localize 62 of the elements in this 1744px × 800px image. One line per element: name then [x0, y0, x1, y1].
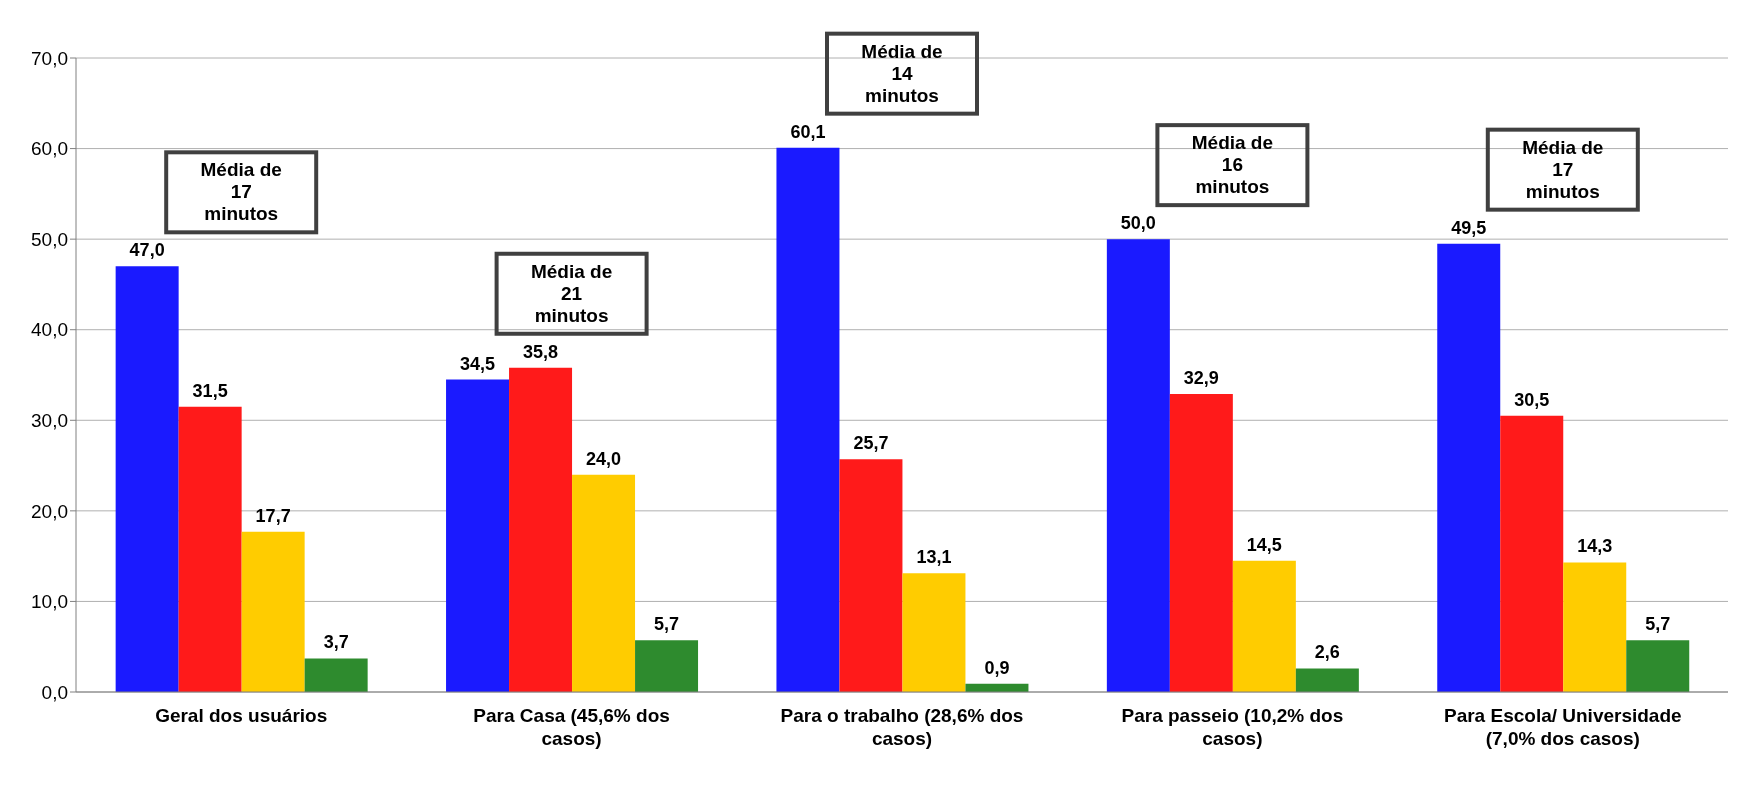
bar	[1169, 394, 1233, 692]
y-tick-label: 40,0	[31, 319, 68, 341]
text-box: Média de 17 minutos	[1485, 127, 1640, 212]
data-label: 50,0	[1120, 213, 1156, 234]
text-box: Média de 16 minutos	[1155, 123, 1310, 208]
y-tick-label: 10,0	[31, 591, 68, 613]
data-label: 31,5	[192, 380, 228, 401]
data-label: 32,9	[1183, 368, 1219, 389]
data-label: 5,7	[654, 614, 680, 635]
annotation: Média de 14 minutos	[861, 40, 943, 106]
text-box: Média de 21 minutos	[494, 251, 649, 336]
data-label: 14,3	[1577, 536, 1613, 557]
data-label: 3,7	[323, 632, 349, 653]
annotation: Média de 21 minutos	[530, 260, 613, 326]
bar	[1232, 560, 1296, 692]
data-label: 14,5	[1246, 534, 1282, 555]
bar	[241, 531, 305, 692]
bar	[178, 406, 242, 692]
bar	[839, 459, 903, 692]
text-box: Média de 17 minutos	[164, 150, 319, 235]
bar	[572, 474, 636, 692]
annotation: Média de 16 minutos	[1191, 132, 1274, 198]
bar	[635, 640, 699, 692]
y-tick-label: 70,0	[31, 47, 68, 69]
x-tick-label: Geral dos usuários	[155, 705, 328, 726]
data-label: 17,7	[255, 505, 291, 526]
bar	[776, 147, 840, 692]
bar	[1500, 415, 1564, 692]
y-tick-label: 60,0	[31, 138, 68, 160]
data-label: 2,6	[1314, 642, 1340, 663]
data-label: 35,8	[523, 341, 559, 362]
data-label: 0,9	[984, 657, 1010, 678]
bar	[1626, 640, 1690, 692]
bar	[1295, 668, 1359, 692]
bar	[902, 573, 966, 692]
x-tick-label: Para Escola/ Universidade (7,0% dos casos)	[1443, 705, 1682, 749]
annotation: Média de 17 minutos	[200, 159, 282, 225]
bar	[1106, 239, 1170, 692]
annotation: Média de 17 minutos	[1522, 136, 1604, 202]
data-label: 13,1	[916, 547, 952, 568]
text-box: Média de 14 minutos	[825, 31, 979, 116]
bar	[446, 379, 510, 692]
x-tick-label: Para Casa (45,6% dos casos)	[473, 705, 670, 749]
y-tick-label: 50,0	[31, 228, 68, 250]
data-label: 49,5	[1451, 217, 1487, 238]
y-tick-label: 0,0	[41, 681, 68, 703]
data-label: 60,1	[790, 121, 826, 142]
data-label: 34,5	[460, 353, 496, 374]
data-label: 24,0	[586, 448, 622, 469]
data-label: 47,0	[129, 240, 165, 261]
bar	[304, 658, 368, 692]
bar	[1437, 243, 1501, 692]
bar	[1563, 562, 1627, 692]
data-label: 5,7	[1645, 614, 1671, 635]
bar	[115, 266, 179, 692]
bar	[509, 367, 573, 692]
x-tick-label: Para passeio (10,2% dos casos)	[1121, 705, 1344, 749]
y-tick-label: 30,0	[31, 410, 68, 432]
data-label: 25,7	[853, 433, 889, 454]
x-tick-label: Para o trabalho (28,6% dos casos)	[780, 705, 1024, 749]
y-tick-label: 20,0	[31, 500, 68, 522]
data-label: 30,5	[1514, 389, 1550, 410]
